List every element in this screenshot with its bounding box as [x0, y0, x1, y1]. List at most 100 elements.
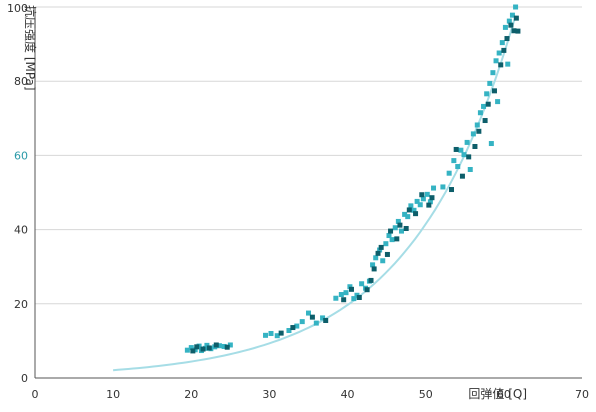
data-point [470, 131, 476, 137]
data-point [408, 203, 414, 209]
data-point [348, 286, 354, 292]
data-point [341, 297, 347, 303]
data-point [403, 225, 409, 231]
data-point [431, 185, 437, 191]
data-point [451, 158, 457, 164]
data-points [184, 4, 521, 354]
data-point [449, 187, 455, 193]
data-point [384, 251, 390, 257]
data-point [323, 317, 329, 323]
data-point [472, 143, 478, 149]
data-point [216, 343, 222, 349]
data-point [213, 342, 219, 348]
data-point [370, 262, 376, 268]
data-point [286, 328, 292, 334]
data-point [397, 222, 403, 228]
data-point [455, 164, 461, 170]
data-point [373, 255, 379, 261]
x-tick-label: 30 [262, 388, 276, 401]
x-tick-label: 70 [575, 388, 589, 401]
data-point [484, 91, 490, 97]
data-point [411, 207, 417, 213]
data-point [509, 12, 515, 18]
data-point [459, 173, 465, 179]
data-point [388, 228, 394, 234]
data-point [375, 250, 381, 256]
x-tick-label: 60 [497, 388, 511, 401]
data-point [313, 320, 319, 326]
data-point [458, 147, 464, 153]
data-point [333, 295, 339, 301]
data-point [405, 214, 411, 220]
data-point [515, 28, 521, 34]
data-point [364, 287, 370, 293]
data-point [221, 343, 227, 349]
data-point [184, 347, 190, 353]
data-point [338, 292, 344, 298]
data-point [386, 233, 392, 239]
data-point [190, 348, 196, 354]
data-point [413, 211, 419, 217]
data-point [513, 4, 519, 10]
data-point [347, 284, 353, 290]
data-point [224, 344, 230, 350]
data-point [368, 277, 374, 283]
data-point [398, 228, 404, 234]
data-point [467, 166, 473, 172]
data-point [389, 237, 395, 243]
data-point [495, 99, 501, 105]
x-tick-label: 50 [419, 388, 433, 401]
data-point [414, 198, 420, 204]
y-tick-label: 60 [14, 149, 28, 162]
data-point [505, 61, 511, 67]
data-point [263, 332, 269, 338]
data-point [343, 290, 349, 296]
data-point [440, 184, 446, 190]
x-tick-label: 40 [341, 388, 355, 401]
data-point [424, 191, 430, 197]
data-point [477, 110, 483, 116]
data-point [380, 258, 386, 264]
data-point [511, 28, 517, 34]
x-tick-label: 0 [32, 388, 39, 401]
x-tick-label: 10 [106, 388, 120, 401]
y-axis-label: 抗压强度 [MPa] [23, 5, 38, 91]
data-point [427, 199, 433, 205]
data-point [417, 202, 423, 208]
data-point [383, 241, 389, 247]
data-point [402, 211, 408, 217]
data-point [481, 103, 487, 109]
data-point [502, 24, 508, 30]
data-point [491, 88, 497, 94]
x-tick-label: 20 [184, 388, 198, 401]
data-point [487, 80, 493, 86]
data-point [227, 342, 233, 348]
data-point [476, 128, 482, 134]
y-tick-label: 100 [7, 2, 28, 15]
data-point [290, 325, 296, 331]
data-point [488, 141, 494, 147]
data-point [506, 18, 512, 24]
data-point [501, 47, 507, 53]
data-point [392, 225, 398, 231]
data-point [493, 58, 499, 64]
data-point [474, 122, 480, 128]
axes [34, 7, 582, 379]
data-point [268, 330, 274, 336]
y-tick-labels: 0 20 40 60 80 100 [7, 2, 28, 385]
data-point [371, 266, 377, 272]
data-point [206, 345, 212, 351]
data-point [426, 202, 432, 208]
y-tick-label: 0 [21, 372, 28, 385]
data-point [320, 315, 326, 321]
data-point [498, 62, 504, 68]
data-point [377, 247, 383, 253]
data-point [482, 118, 488, 124]
data-point [496, 50, 502, 56]
data-point [466, 154, 472, 160]
data-point [188, 345, 194, 351]
y-tick-label: 40 [14, 224, 28, 237]
data-point [453, 146, 459, 152]
data-point [485, 101, 491, 107]
